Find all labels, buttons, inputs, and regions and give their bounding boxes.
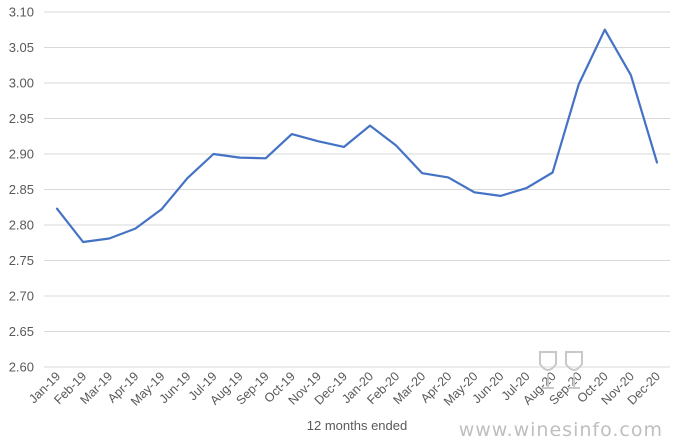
y-tick-label: 2.65	[9, 324, 34, 339]
data-point	[185, 176, 190, 181]
data-point	[107, 236, 112, 241]
wine-glass-logo-icon	[539, 351, 583, 389]
data-point	[315, 139, 320, 144]
data-point	[420, 171, 425, 176]
y-tick-label: 2.75	[9, 253, 34, 268]
data-point	[498, 193, 503, 198]
y-tick-label: 3.10	[9, 5, 34, 20]
y-tick-label: 2.60	[9, 360, 34, 375]
data-point	[81, 240, 86, 245]
y-tick-label: 2.90	[9, 147, 34, 162]
y-tick-label: 2.80	[9, 218, 34, 233]
data-point	[289, 132, 294, 137]
data-point	[237, 155, 242, 160]
y-tick-label: 2.70	[9, 289, 34, 304]
data-point	[55, 206, 60, 211]
data-point	[341, 144, 346, 149]
x-axis-ticks: Jan-19Feb-19Mar-19Apr-19May-19Jun-19Jul-…	[26, 369, 663, 408]
y-tick-label: 3.05	[9, 40, 34, 55]
y-tick-label: 2.95	[9, 111, 34, 126]
data-point	[394, 143, 399, 148]
y-axis-ticks: 2.60 2.65 2.70 2.75 2.80 2.85 2.90 2.95 3.00 3.05…	[9, 5, 34, 375]
gridlines	[44, 11, 670, 368]
data-point	[368, 123, 373, 128]
data-point	[654, 160, 659, 165]
data-point	[159, 207, 164, 212]
data-point	[133, 226, 138, 231]
data-point	[524, 186, 529, 191]
data-point	[576, 82, 581, 87]
y-tick-label: 3.00	[9, 76, 34, 91]
x-axis-title: 12 months ended	[307, 418, 407, 433]
series-line	[55, 28, 659, 244]
data-point	[472, 190, 477, 195]
data-point	[446, 175, 451, 180]
data-point	[263, 156, 268, 161]
data-point	[211, 152, 216, 157]
watermark-text: www.winesinfo.com	[459, 419, 663, 441]
y-tick-label: 2.85	[9, 182, 34, 197]
data-point	[602, 27, 607, 32]
data-point	[550, 170, 555, 175]
watermark: www.winesinfo.com	[459, 351, 663, 441]
data-point	[628, 73, 633, 78]
series-group	[55, 27, 659, 245]
